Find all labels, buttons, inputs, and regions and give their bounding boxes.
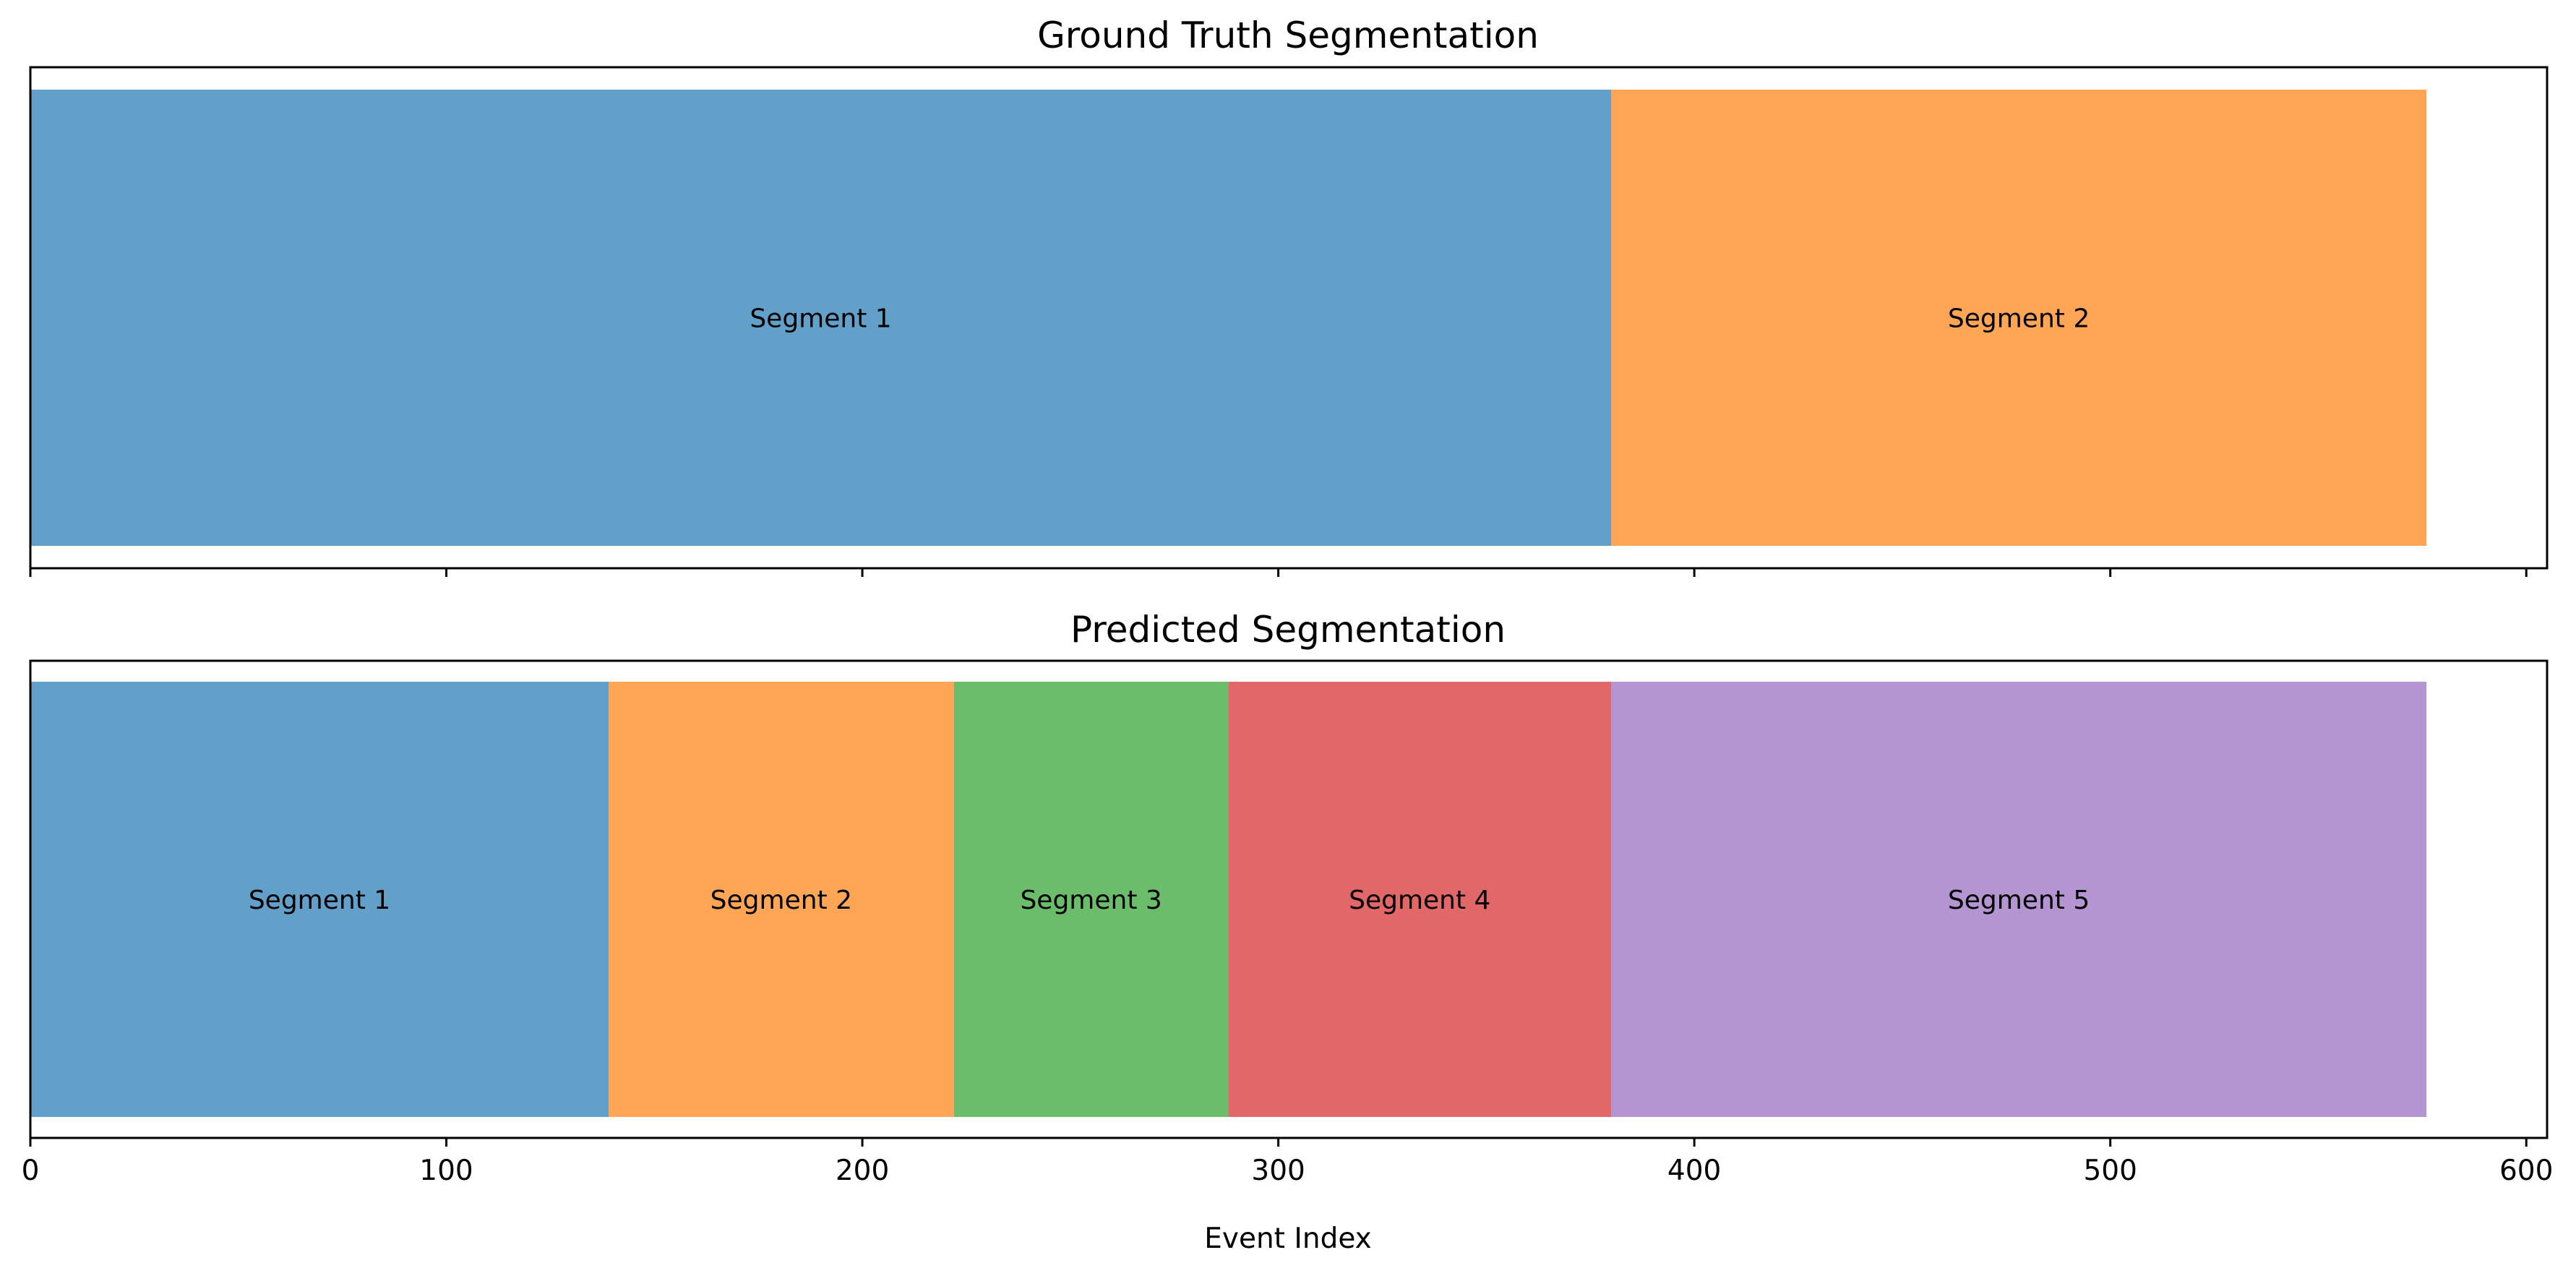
predicted-title: Predicted Segmentation [1070,609,1506,651]
x-tick-label-1: 100 [419,1155,473,1187]
predicted-segment-label-4: Segment 4 [1349,886,1490,915]
x-axis-label: Event Index [1204,1223,1372,1255]
ground-truth-segment-bar-2 [1611,90,2427,546]
x-tick-label-3: 300 [1251,1155,1305,1187]
predicted-segment-bar-3 [953,682,1229,1117]
x-tick-label-4: 400 [1667,1155,1721,1187]
ground-truth-axes-frame [29,66,2549,570]
ground-truth-segment-bar-1 [30,90,1612,546]
ground-truth-panel: Ground Truth Segmentation Segment 1 Segme… [29,14,2549,577]
predicted-segment-labels: Segment 1 Segment 2 Segment 3 Segment 4 Segm… [249,886,2090,915]
ground-truth-segment-label-1: Segment 1 [750,304,891,334]
ground-truth-segments [30,90,2427,546]
predicted-segment-bar-5 [1611,682,2427,1117]
predicted-segment-label-5: Segment 5 [1948,886,2090,915]
x-tick-label-5: 500 [2083,1155,2137,1187]
ground-truth-segment-label-2: Segment 2 [1948,304,2090,334]
predicted-panel: Predicted Segmentation Segment 1 Segment … [22,609,2554,1187]
x-tick-label-2: 200 [836,1155,889,1187]
x-tick-labels: 0 100 200 300 400 500 600 [22,1155,2554,1187]
predicted-segment-bar-2 [608,682,954,1117]
predicted-axes-frame [29,659,2549,1139]
predicted-segment-bar-4 [1228,682,1612,1117]
predicted-segments [30,682,2427,1117]
ground-truth-title: Ground Truth Segmentation [1037,14,1539,56]
x-tick-label-0: 0 [22,1155,40,1187]
predicted-segment-label-2: Segment 2 [710,886,852,915]
predicted-segment-label-1: Segment 1 [249,886,390,915]
predicted-x-ticks [29,1138,2528,1147]
ground-truth-x-ticks [29,568,2528,577]
predicted-segment-label-3: Segment 3 [1020,886,1162,915]
x-tick-label-6: 600 [2499,1155,2553,1187]
ground-truth-segment-labels: Segment 1 Segment 2 [750,304,2090,334]
predicted-segment-bar-1 [30,682,609,1117]
